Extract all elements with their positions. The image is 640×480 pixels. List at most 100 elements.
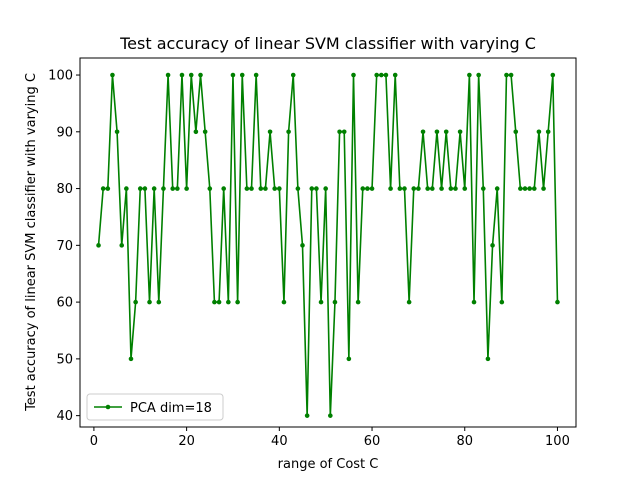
legend-marker-sample: [105, 404, 111, 410]
data-point: [448, 186, 454, 191]
data-point: [235, 299, 240, 305]
data-point: [175, 186, 180, 191]
data-point: [462, 186, 468, 191]
data-point: [161, 186, 166, 191]
data-point: [128, 356, 134, 362]
data-point: [374, 72, 379, 78]
y-tick-label: 90: [56, 125, 73, 140]
data-point: [165, 72, 171, 78]
x-tick-label: 60: [364, 434, 381, 449]
data-point: [96, 243, 101, 248]
data-point: [443, 129, 449, 135]
data-point: [184, 186, 189, 191]
data-point: [397, 186, 403, 191]
data-point: [518, 186, 523, 191]
data-point: [406, 299, 412, 305]
data-point: [439, 186, 444, 191]
data-point: [379, 72, 384, 78]
data-point: [369, 186, 375, 191]
data-point: [332, 299, 338, 305]
data-point: [490, 243, 495, 248]
data-point: [314, 186, 319, 191]
data-point: [267, 129, 273, 135]
data-point: [522, 186, 528, 191]
data-point: [499, 299, 505, 305]
data-point: [513, 129, 519, 135]
data-point: [434, 129, 440, 135]
legend-box: [86, 393, 224, 421]
data-point: [453, 186, 458, 191]
chart-title: Test accuracy of linear SVM classifier w…: [119, 34, 536, 53]
data-point: [244, 186, 250, 191]
data-point: [471, 299, 477, 305]
y-axis-label: Test accuracy of linear SVM classifier w…: [24, 73, 39, 412]
data-point: [346, 356, 352, 362]
data-point: [550, 72, 556, 78]
data-point: [351, 72, 356, 78]
data-point: [119, 243, 125, 248]
y-tick-label: 50: [56, 352, 73, 367]
data-point: [198, 72, 203, 78]
data-point: [485, 356, 491, 362]
data-point: [457, 129, 463, 135]
data-point: [388, 186, 393, 191]
data-point: [300, 243, 305, 248]
data-point: [239, 72, 245, 78]
y-tick-label: 40: [56, 409, 73, 424]
data-point: [425, 186, 430, 191]
data-point: [221, 186, 226, 191]
data-point: [230, 72, 236, 78]
data-point: [179, 72, 185, 78]
y-axis: 40 50 60 70 80 90 100: [48, 69, 80, 424]
data-point: [142, 186, 148, 191]
data-point: [383, 72, 389, 78]
data-point: [207, 186, 213, 191]
data-point: [555, 299, 560, 305]
data-point: [249, 186, 254, 191]
data-point: [420, 129, 426, 135]
data-point: [188, 72, 194, 78]
data-point: [137, 186, 143, 191]
x-tick-label: 40: [271, 434, 288, 449]
data-point: [281, 299, 287, 305]
data-point: [286, 129, 291, 135]
data-point: [328, 413, 333, 418]
x-axis: 0 20 40 60 80 100: [90, 427, 570, 449]
data-point: [531, 186, 537, 191]
data-point: [212, 299, 217, 305]
data-point: [545, 129, 551, 135]
data-point: [147, 299, 152, 305]
data-point: [411, 186, 417, 191]
data-point: [253, 72, 259, 78]
data-point: [105, 186, 111, 191]
y-tick-label: 60: [56, 296, 73, 311]
series-layer: [96, 72, 560, 418]
data-point: [541, 186, 546, 191]
data-point: [263, 186, 268, 191]
data-point: [416, 186, 421, 191]
data-point: [202, 129, 208, 135]
data-point: [304, 413, 310, 418]
data-point: [110, 72, 115, 78]
data-point: [430, 186, 435, 191]
data-point: [355, 299, 361, 305]
data-point: [341, 129, 347, 135]
x-axis-label: range of Cost C: [278, 457, 379, 472]
data-point: [114, 129, 120, 135]
y-tick-label: 80: [56, 182, 73, 197]
data-point: [226, 299, 231, 305]
data-point: [467, 72, 472, 78]
x-tick-label: 20: [178, 434, 195, 449]
data-point: [480, 186, 486, 191]
data-point: [360, 186, 366, 191]
y-tick-label: 70: [56, 239, 73, 254]
plot-frame: [79, 57, 577, 428]
data-point: [323, 186, 328, 191]
data-point: [100, 186, 106, 191]
data-point: [133, 299, 138, 305]
data-point: [193, 129, 199, 135]
x-tick-label: 0: [90, 434, 98, 449]
data-point: [151, 186, 157, 191]
data-point: [476, 72, 481, 78]
plot-area: [80, 58, 576, 427]
